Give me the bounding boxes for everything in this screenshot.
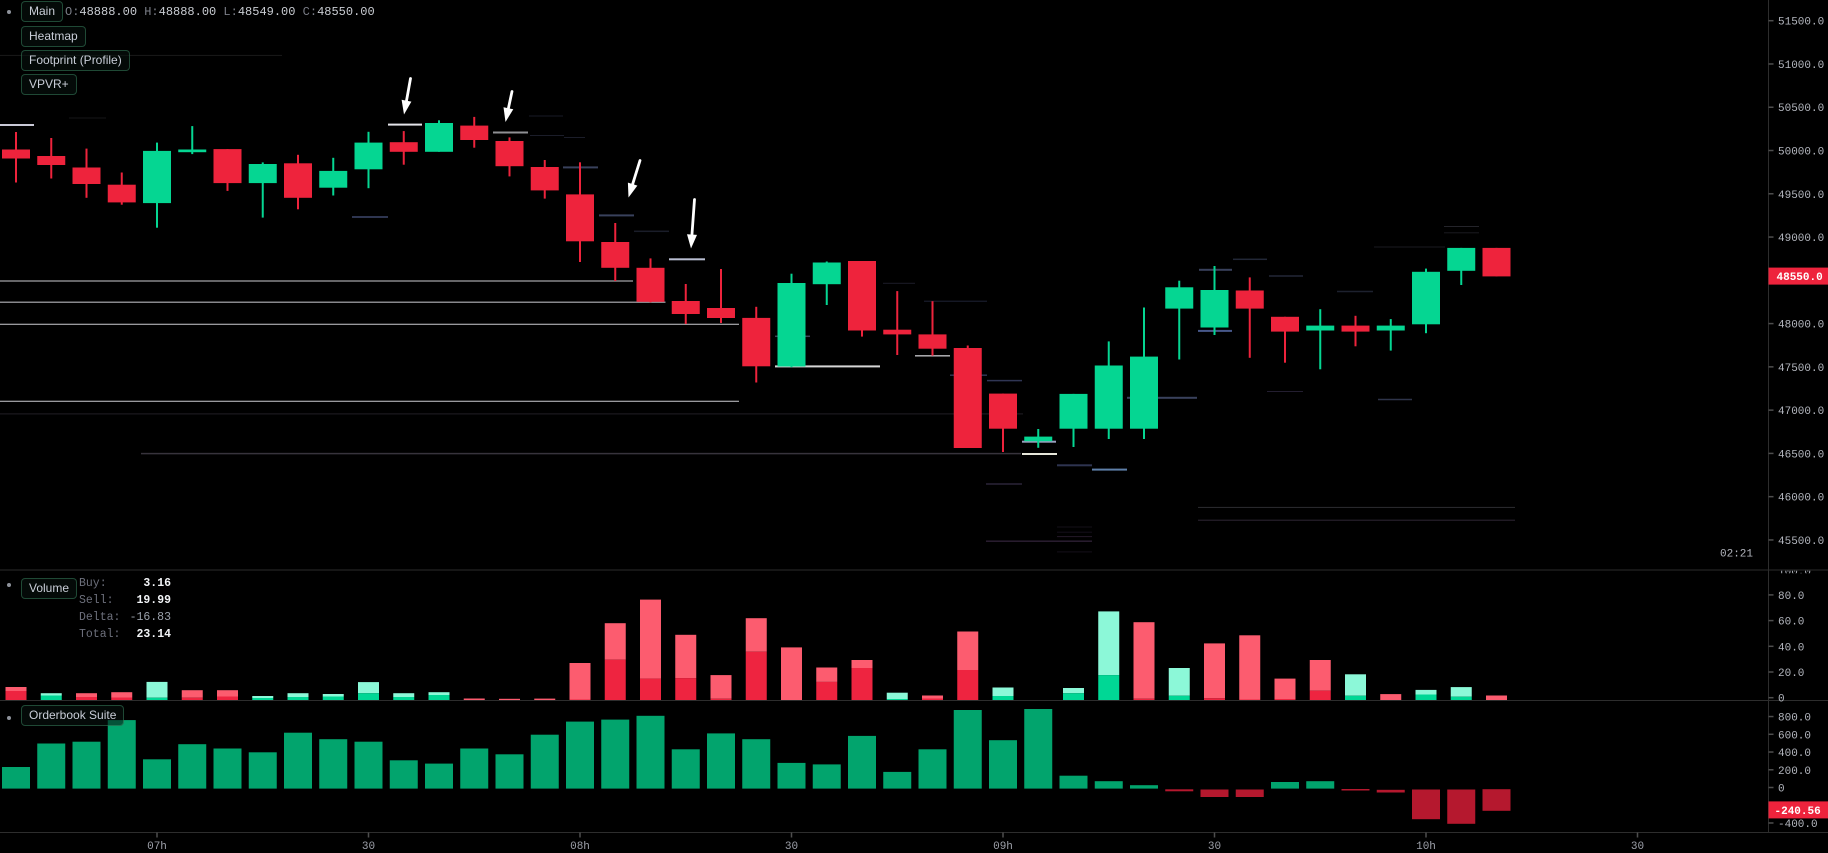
svg-text:80.0: 80.0: [1778, 591, 1804, 603]
svg-text:46500.0: 46500.0: [1778, 449, 1824, 461]
svg-text:47500.0: 47500.0: [1778, 363, 1824, 375]
svg-text:50500.0: 50500.0: [1778, 103, 1824, 115]
svg-text:49500.0: 49500.0: [1778, 190, 1824, 202]
svg-text:0: 0: [1778, 784, 1785, 796]
svg-text:400.0: 400.0: [1778, 748, 1811, 760]
svg-text:02:21: 02:21: [1720, 549, 1753, 561]
svg-text:0: 0: [1778, 694, 1785, 706]
svg-text:-240.56: -240.56: [1775, 806, 1821, 818]
svg-text:51500.0: 51500.0: [1778, 17, 1824, 29]
svg-text:48550.0: 48550.0: [1777, 272, 1823, 284]
svg-text:600.0: 600.0: [1778, 730, 1811, 742]
svg-text:30: 30: [1208, 841, 1221, 853]
svg-text:46000.0: 46000.0: [1778, 493, 1824, 505]
svg-text:40.0: 40.0: [1778, 642, 1804, 654]
svg-text:200.0: 200.0: [1778, 766, 1811, 778]
svg-text:09h: 09h: [993, 841, 1013, 853]
svg-text:60.0: 60.0: [1778, 617, 1804, 629]
svg-text:48000.0: 48000.0: [1778, 320, 1824, 332]
svg-text:-400.0: -400.0: [1778, 819, 1818, 831]
svg-text:10h: 10h: [1416, 841, 1436, 853]
svg-text:100.0: 100.0: [1778, 567, 1811, 579]
svg-text:49000.0: 49000.0: [1778, 233, 1824, 245]
svg-text:07h: 07h: [147, 841, 167, 853]
svg-text:30: 30: [785, 841, 798, 853]
svg-text:47000.0: 47000.0: [1778, 406, 1824, 418]
svg-text:50000.0: 50000.0: [1778, 147, 1824, 159]
svg-text:45500.0: 45500.0: [1778, 536, 1824, 548]
svg-text:08h: 08h: [570, 841, 590, 853]
svg-text:20.0: 20.0: [1778, 668, 1804, 680]
svg-text:30: 30: [362, 841, 375, 853]
svg-text:51000.0: 51000.0: [1778, 60, 1824, 72]
svg-text:30: 30: [1631, 841, 1644, 853]
svg-text:800.0: 800.0: [1778, 713, 1811, 725]
